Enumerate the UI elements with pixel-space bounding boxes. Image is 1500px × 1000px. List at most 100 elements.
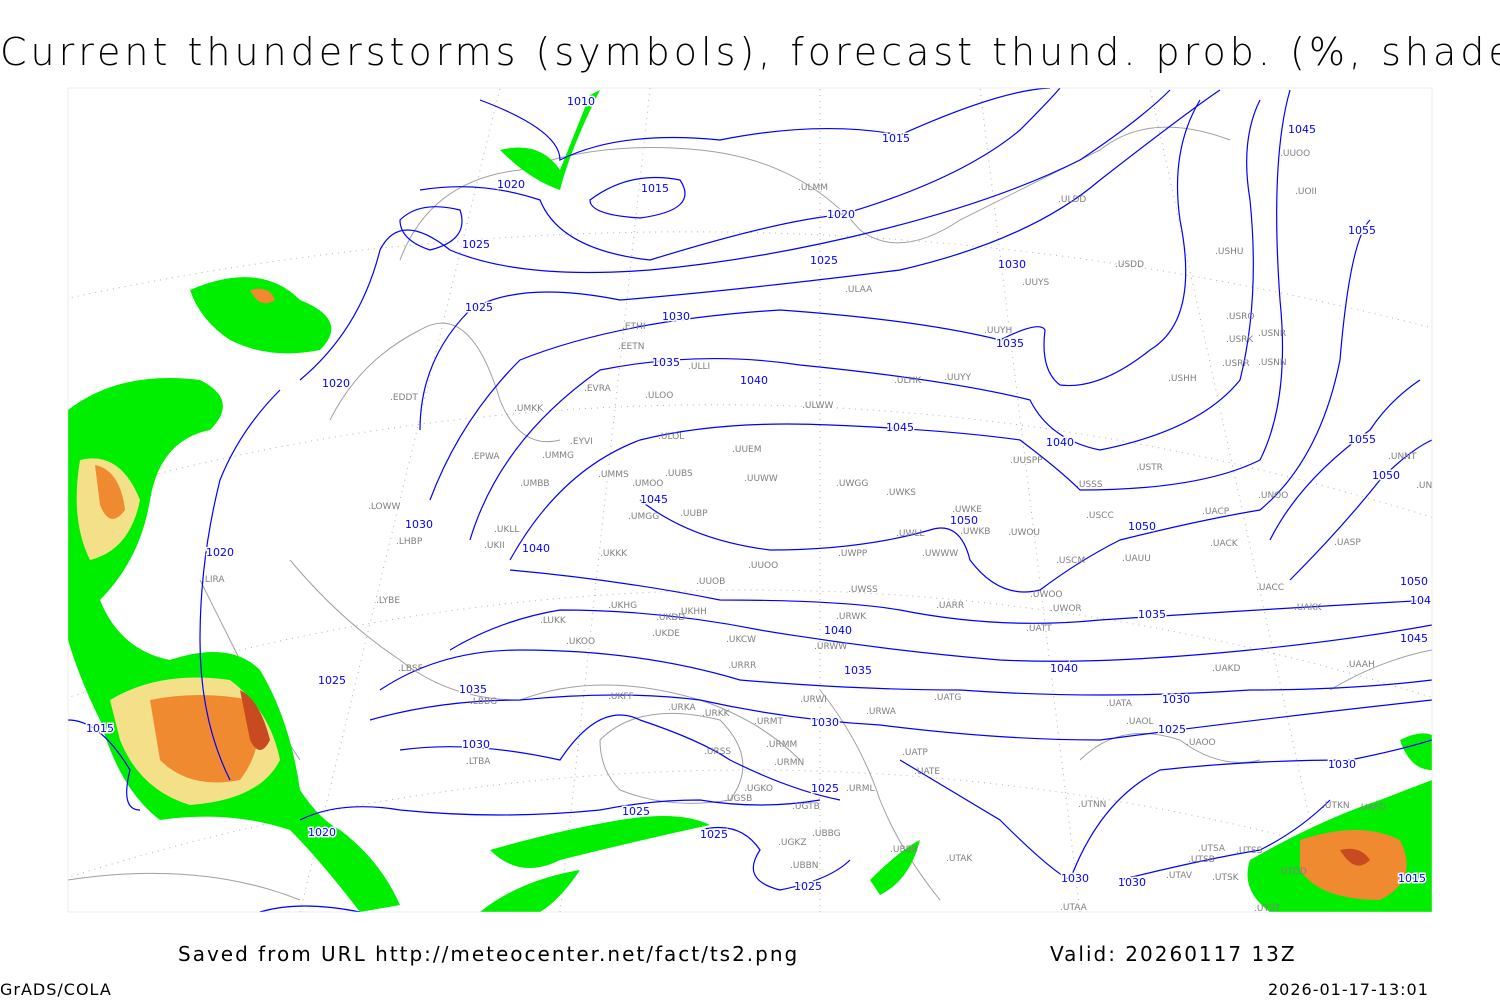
station-label: .URWA — [866, 707, 897, 717]
station-label: .UAOO — [1186, 738, 1216, 748]
station-label: .UAAH — [1346, 660, 1375, 670]
isobar-label: 1030 — [462, 738, 490, 751]
station-label: .UWOR — [1050, 604, 1082, 614]
station-label: .LYBE — [376, 596, 400, 606]
station-label: .UTSA — [1198, 844, 1226, 854]
station-label: .UUYS — [1022, 278, 1050, 288]
station-label: .UGTB — [792, 802, 820, 812]
station-label: .UACC — [1256, 583, 1284, 593]
isobar-label: 1040 — [824, 624, 852, 637]
station-label: .EETN — [618, 342, 644, 352]
station-label: .URWI — [800, 695, 827, 705]
station-label: .UTSS — [1236, 846, 1263, 856]
station-label: .UUOB — [696, 577, 725, 587]
station-label: .UUWW — [744, 474, 778, 484]
station-label: .LTBA — [466, 757, 491, 767]
station-label: .EVRA — [584, 384, 612, 394]
station-label: .UUEM — [732, 445, 762, 455]
valid-time: Valid: 20260117 13Z — [1050, 942, 1297, 966]
station-label: .UMOO — [632, 479, 663, 489]
station-label: .URKA — [668, 703, 696, 713]
station-label: .UKDE — [652, 629, 680, 639]
station-label: .UATE — [914, 767, 940, 777]
station-label: .ULWW — [802, 401, 834, 411]
isobar-label: 1025 — [622, 805, 650, 818]
station-label: .UACK — [1210, 539, 1239, 549]
station-label: .UTDD — [1278, 867, 1307, 877]
station-label: .ULAA — [845, 285, 873, 295]
station-label: .EDDT — [390, 393, 418, 403]
station-label: .USRK — [1226, 335, 1254, 345]
station-label: .UGKZ — [778, 838, 807, 848]
station-label: .UKKK — [600, 549, 628, 559]
isobar-label: 1050 — [1400, 575, 1428, 588]
source-url-note: Saved from URL http://meteocenter.net/fa… — [178, 942, 800, 966]
station-label: .UTSB — [1188, 855, 1215, 865]
isobar-label: 1015 — [641, 182, 669, 195]
station-label: .UKHG — [608, 601, 637, 611]
isobar-label: 1025 — [700, 828, 728, 841]
station-label: .UBBN — [790, 861, 819, 871]
station-label: .USHH — [1168, 374, 1197, 384]
station-label: .USDD — [1115, 260, 1144, 270]
station-label: .UWKE — [952, 505, 982, 515]
station-label: .LBBG — [470, 697, 497, 707]
isobar-label: 1035 — [844, 664, 872, 677]
station-label: .UWSS — [848, 585, 878, 595]
lat-lon-grid — [68, 88, 1432, 912]
station-label: .URMM — [766, 740, 797, 750]
station-label: .UAKD — [1212, 664, 1241, 674]
station-label: .UASP — [1334, 538, 1361, 548]
station-label: .UATA — [1106, 699, 1133, 709]
station-label: .UWGG — [836, 479, 868, 489]
station-label: .EPWA — [471, 452, 500, 462]
station-label: .UWOU — [1008, 528, 1040, 538]
station-label: .LHBP — [396, 537, 423, 547]
station-label: .USTR — [1136, 463, 1163, 473]
isobar-label: 1020 — [308, 826, 336, 839]
isobar-label: 1025 — [462, 238, 490, 251]
station-label: .UBBG — [812, 829, 841, 839]
station-label: .UTSK — [1212, 873, 1240, 883]
station-label: .UTAK — [946, 854, 973, 864]
station-label: .UMMS — [598, 470, 629, 480]
station-label: .UKHH — [678, 607, 707, 617]
isobar-label: 1020 — [322, 377, 350, 390]
isobar-label: 1035 — [652, 356, 680, 369]
station-label: .ULDD — [1058, 195, 1086, 205]
isobar-label: 1030 — [1328, 758, 1356, 771]
map-title: Current thunderstorms (symbols), forecas… — [0, 30, 1500, 74]
station-label: .UWKB — [960, 527, 990, 537]
generation-timestamp: 2026-01-17-13:01 — [1268, 980, 1429, 999]
station-label: .UGKO — [744, 784, 773, 794]
isobar-label: 1015 — [86, 722, 114, 735]
station-label: .UWKS — [886, 488, 916, 498]
station-label: .UKII — [484, 541, 505, 551]
station-label: .UAOL — [1126, 717, 1154, 727]
station-label: .USNN — [1258, 358, 1287, 368]
station-label: .UACP — [1202, 507, 1230, 517]
station-label: .UKFF — [608, 692, 634, 702]
isobar-label: 1045 — [1400, 632, 1428, 645]
isobar-label: 1010 — [567, 95, 595, 108]
isobar-label: 1040 — [740, 374, 768, 387]
isobar-label: 1035 — [459, 683, 487, 696]
isobar-label: 1045 — [1410, 594, 1438, 607]
station-label: .URRR — [728, 661, 756, 671]
isobar-label: 1025 — [465, 301, 493, 314]
station-label: .UAFO — [1358, 803, 1386, 813]
station-label: .URML — [846, 784, 874, 794]
station-label: .URSS — [704, 747, 731, 757]
isobar-label: 1050 — [1372, 469, 1400, 482]
station-label: .UNBB — [1416, 481, 1445, 491]
station-label: .URKK — [702, 709, 731, 719]
isobar-label: 1015 — [1398, 872, 1426, 885]
station-label: .UMKK — [514, 404, 544, 414]
software-credit: GrADS/COLA — [0, 980, 112, 999]
isobar-label: 1015 — [882, 132, 910, 145]
station-label: .UARR — [936, 601, 964, 611]
station-label: .UBBB — [890, 845, 918, 855]
isobar-label: 1045 — [886, 421, 914, 434]
station-label: .UAUU — [1122, 554, 1151, 564]
station-label: .UWOO — [1030, 590, 1063, 600]
